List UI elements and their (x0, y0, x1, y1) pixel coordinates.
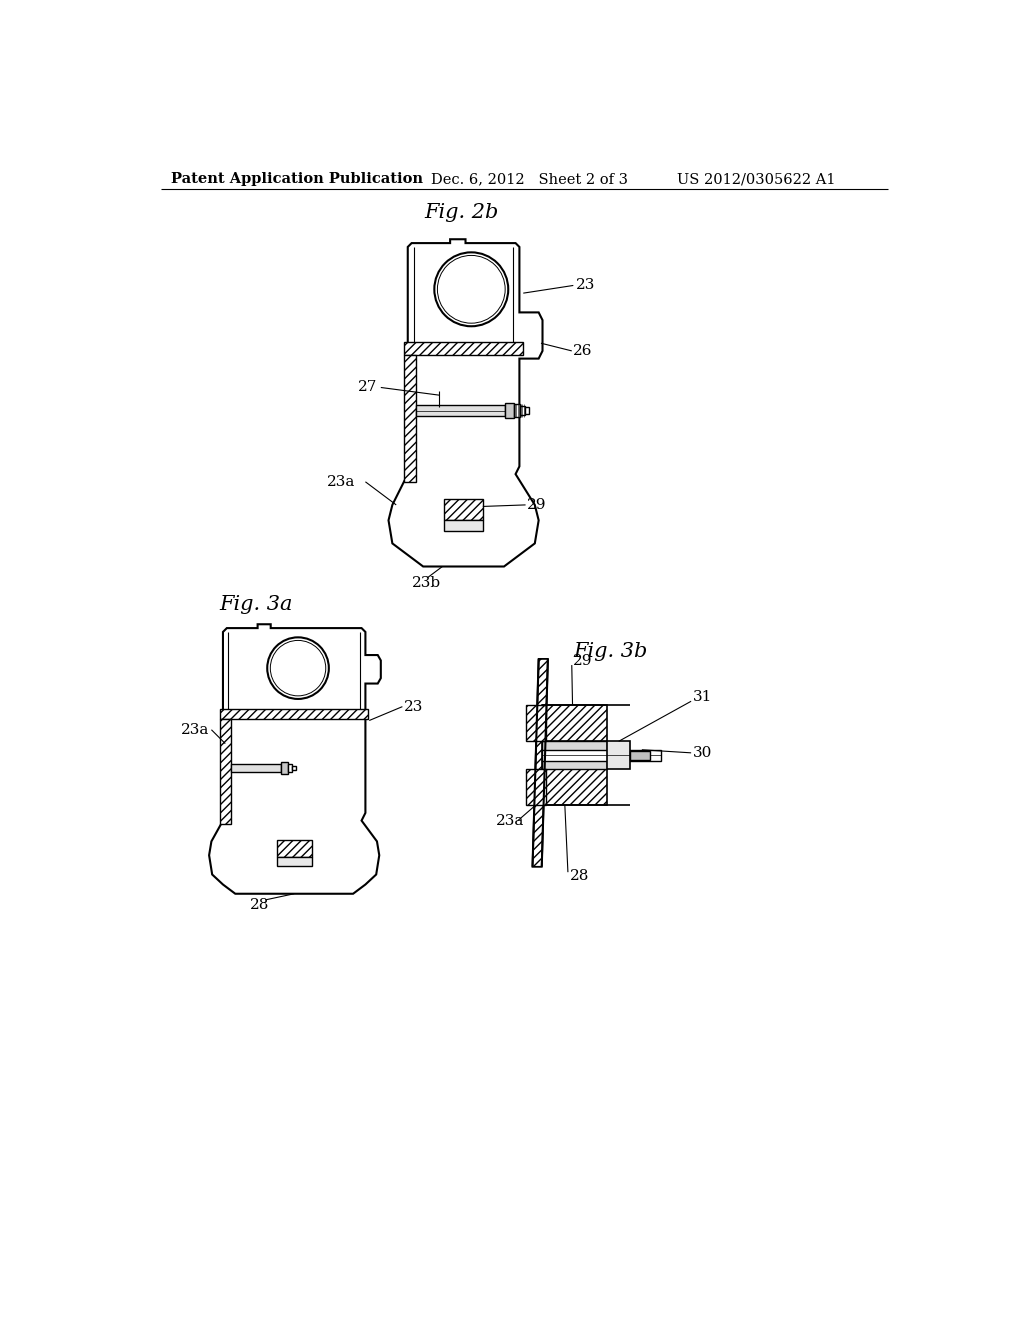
Polygon shape (220, 709, 369, 719)
Text: 23: 23 (403, 700, 423, 714)
Polygon shape (278, 857, 312, 866)
Circle shape (434, 252, 508, 326)
Text: 29: 29 (573, 655, 593, 668)
Text: 27: 27 (357, 380, 377, 395)
Polygon shape (403, 355, 416, 482)
Text: Fig. 3b: Fig. 3b (573, 642, 648, 661)
Polygon shape (514, 404, 520, 417)
Text: 23a: 23a (327, 475, 355, 488)
Polygon shape (542, 742, 607, 752)
Polygon shape (631, 751, 649, 760)
Polygon shape (505, 403, 514, 418)
Polygon shape (292, 766, 296, 770)
Polygon shape (542, 750, 662, 760)
Polygon shape (403, 342, 523, 355)
Polygon shape (220, 719, 230, 825)
Polygon shape (542, 705, 607, 742)
Text: 23a: 23a (180, 723, 209, 737)
Polygon shape (209, 624, 381, 894)
Text: 23a: 23a (497, 813, 524, 828)
Polygon shape (524, 408, 528, 413)
Polygon shape (520, 407, 524, 416)
Circle shape (267, 638, 329, 700)
Text: 23: 23 (575, 279, 595, 293)
Text: Fig. 2b: Fig. 2b (425, 203, 499, 222)
Polygon shape (388, 239, 543, 566)
Polygon shape (288, 764, 292, 772)
Polygon shape (444, 499, 483, 520)
Text: 28: 28 (250, 899, 269, 912)
Text: 31: 31 (692, 690, 712, 705)
Text: 28: 28 (569, 869, 589, 883)
Polygon shape (281, 762, 288, 774)
Text: Fig. 3a: Fig. 3a (219, 595, 293, 615)
Polygon shape (416, 405, 505, 416)
Text: 23b: 23b (412, 577, 440, 590)
Polygon shape (278, 840, 312, 857)
Text: 26: 26 (573, 345, 593, 358)
Polygon shape (526, 705, 546, 742)
Polygon shape (230, 763, 281, 772)
Text: 30: 30 (692, 746, 712, 760)
Polygon shape (542, 770, 607, 805)
Polygon shape (607, 742, 631, 770)
Text: 29: 29 (527, 498, 547, 512)
Polygon shape (532, 659, 548, 867)
Polygon shape (542, 758, 607, 770)
Text: Patent Application Publication: Patent Application Publication (171, 172, 423, 186)
Polygon shape (526, 770, 546, 805)
Polygon shape (444, 520, 483, 531)
Text: US 2012/0305622 A1: US 2012/0305622 A1 (677, 172, 836, 186)
Text: Dec. 6, 2012   Sheet 2 of 3: Dec. 6, 2012 Sheet 2 of 3 (431, 172, 628, 186)
